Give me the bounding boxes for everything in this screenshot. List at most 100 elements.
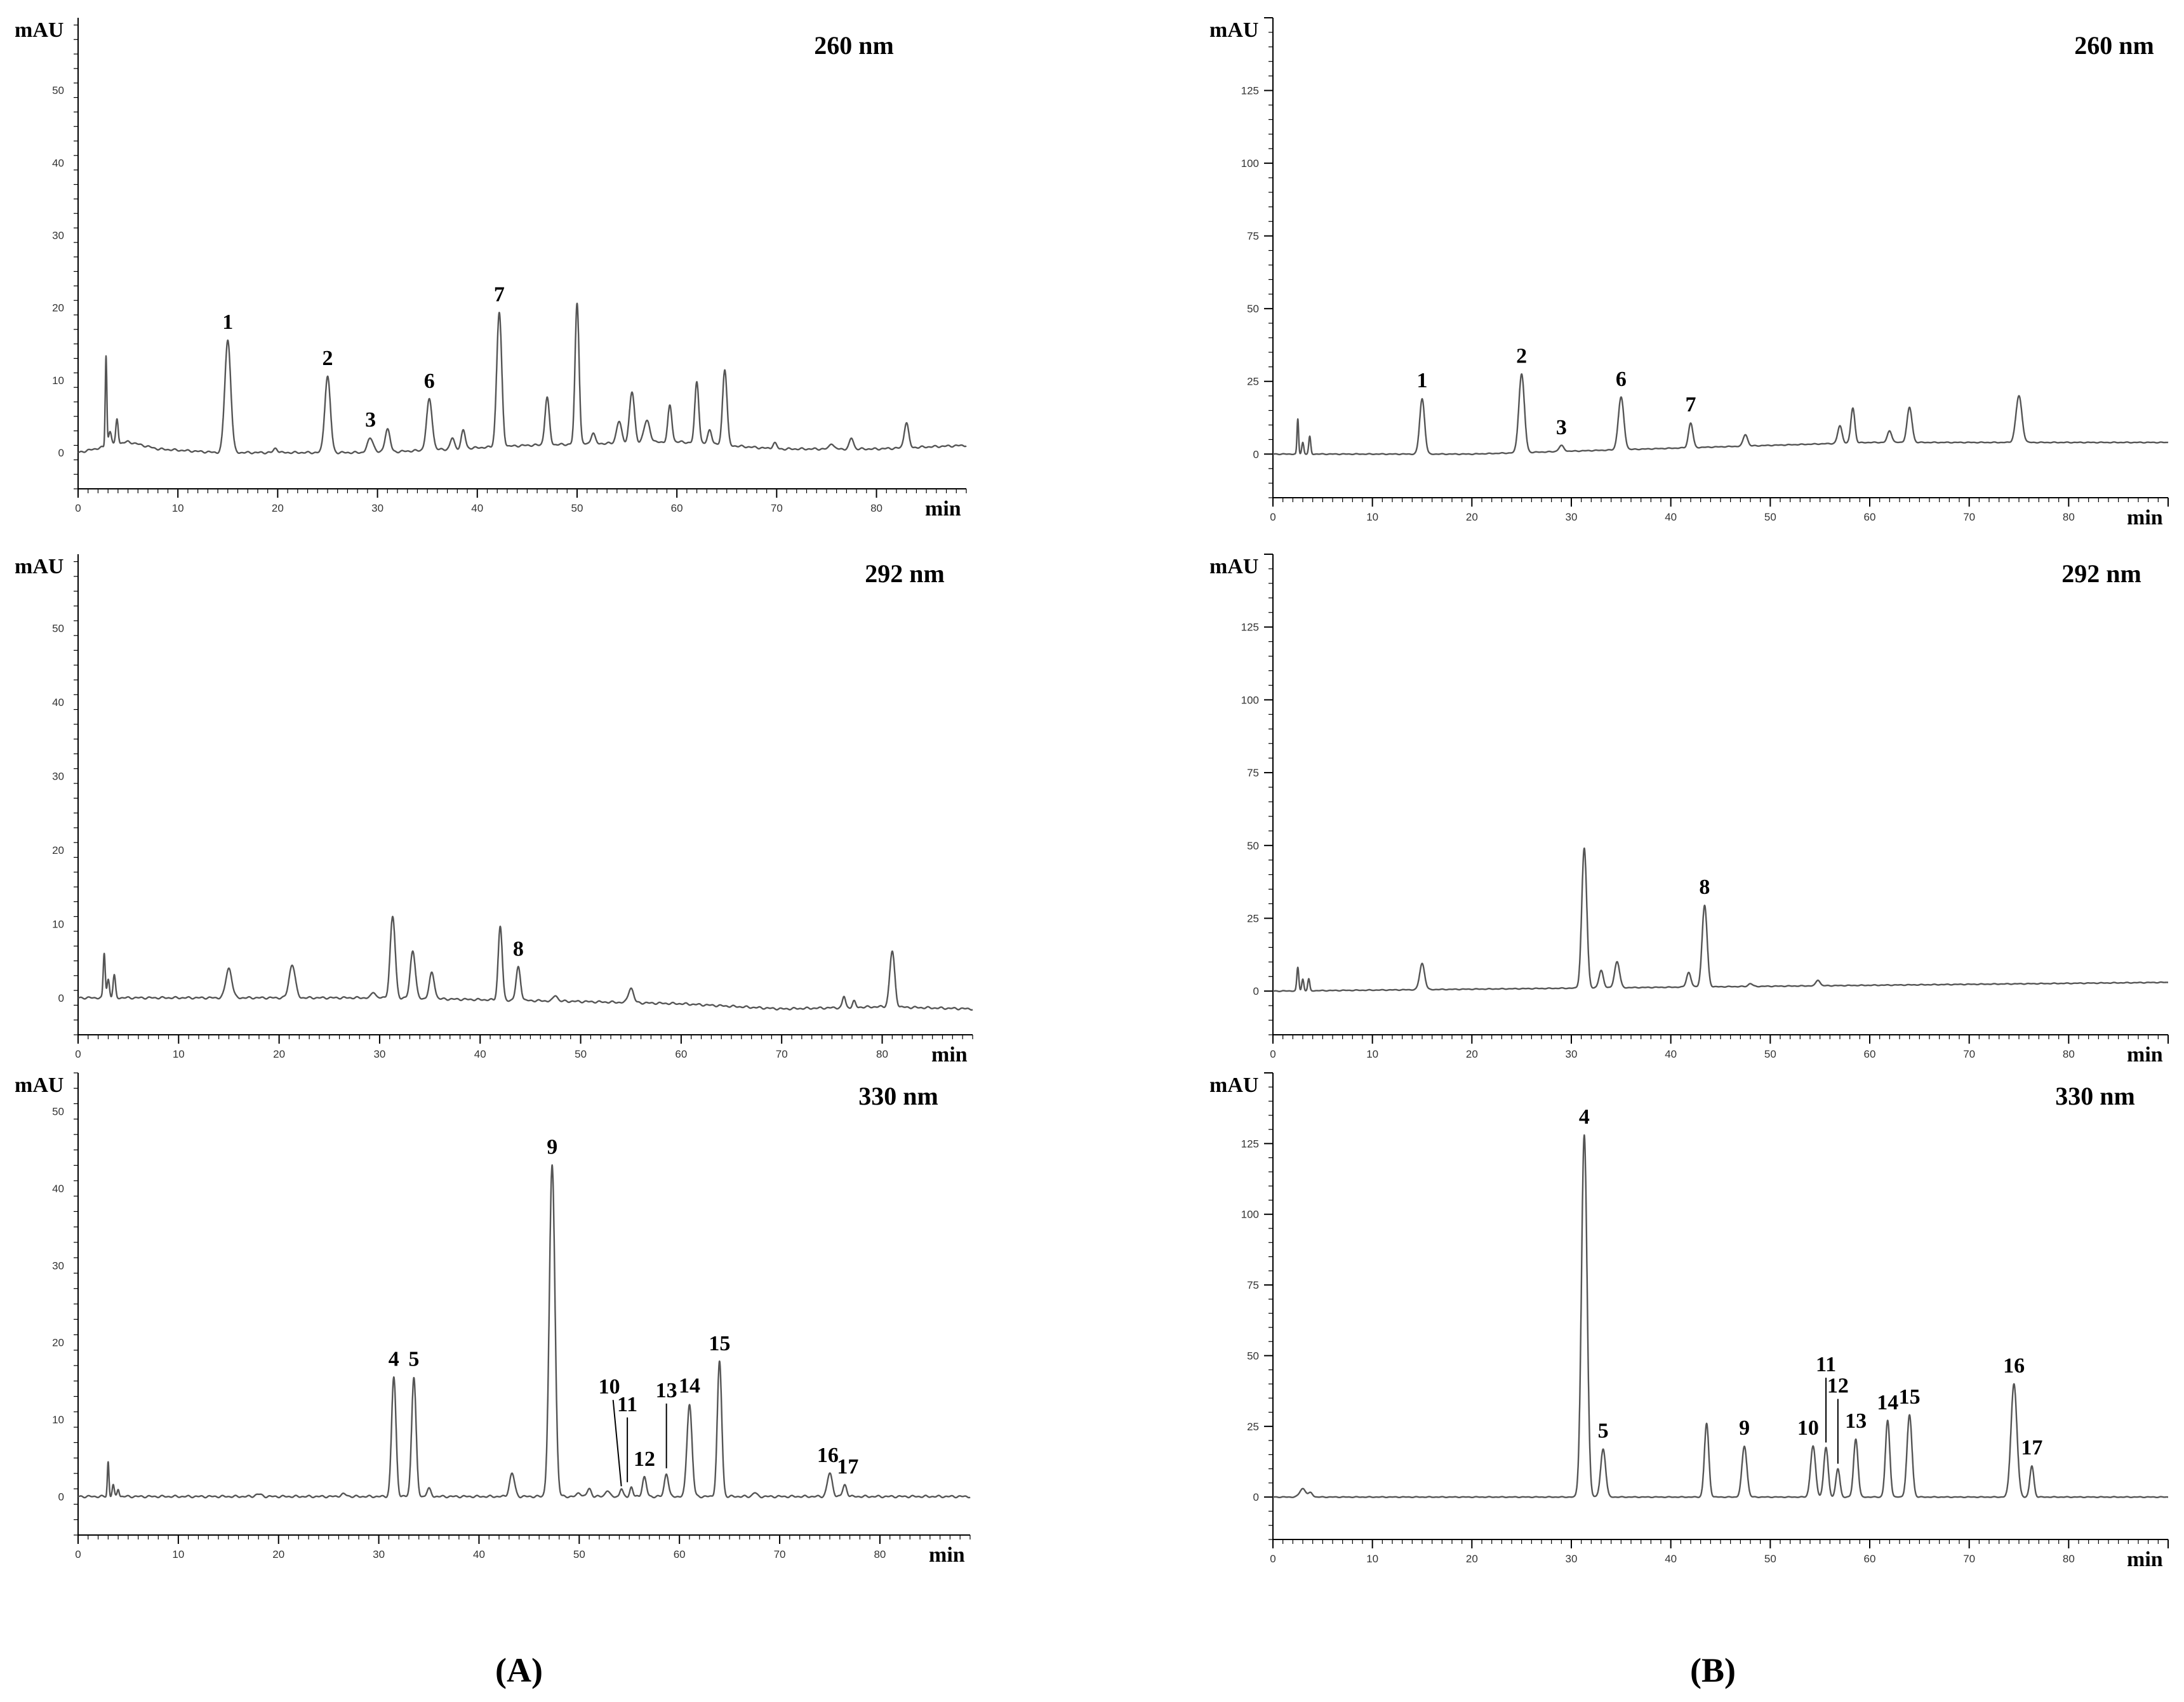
- x-tick-label: 0: [75, 1048, 81, 1060]
- peak-label-13: 13: [656, 1379, 677, 1402]
- wavelength-title: 330 nm: [858, 1082, 938, 1110]
- y-tick-label: 30: [52, 770, 64, 782]
- peak-label-12: 12: [1827, 1374, 1849, 1398]
- chromatogram-trace: [1272, 1134, 2169, 1498]
- x-axis-label: min: [931, 1043, 968, 1067]
- panel-label-a: (A): [495, 1651, 543, 1689]
- x-tick-label: 60: [1864, 1553, 1876, 1565]
- y-tick-label: 50: [1247, 1350, 1259, 1362]
- peak-label-14: 14: [679, 1374, 700, 1398]
- peak-label-5: 5: [1598, 1419, 1609, 1442]
- x-tick-label: 40: [1665, 1048, 1677, 1060]
- y-tick-label: 40: [52, 696, 64, 708]
- x-tick-label: 0: [1270, 1553, 1275, 1565]
- chromatogram-trace: [77, 1164, 971, 1499]
- y-axis-label: mAU: [1209, 1074, 1258, 1097]
- x-tick-label: 70: [776, 1048, 788, 1060]
- y-tick-label: 100: [1241, 694, 1259, 706]
- chromatogram-trace: [77, 302, 967, 455]
- peak-label-8: 8: [513, 937, 524, 961]
- peak-label-4: 4: [389, 1347, 399, 1371]
- wavelength-title: 292 nm: [865, 559, 945, 588]
- x-tick-label: 10: [1366, 1048, 1378, 1060]
- y-tick-label: 25: [1247, 376, 1259, 388]
- y-tick-label: 30: [52, 229, 64, 241]
- peak-label-4: 4: [1579, 1105, 1590, 1129]
- peak-label-17: 17: [2021, 1436, 2042, 1459]
- wavelength-title: 260 nm: [814, 31, 894, 60]
- x-tick-label: 20: [1466, 1048, 1478, 1060]
- x-tick-label: 80: [2063, 1553, 2075, 1565]
- y-tick-label: 50: [1247, 303, 1259, 315]
- chart-b-330-nm: 0 10 20 30 40 50 60 70 800255075100125mAUmin330 …: [1209, 1072, 2169, 1571]
- x-tick-label: 50: [1764, 511, 1776, 523]
- chromatogram-trace: [77, 915, 973, 1011]
- peak-label-2: 2: [1516, 344, 1527, 368]
- peak-label-7: 7: [1686, 393, 1696, 416]
- x-tick-label: 40: [473, 1548, 485, 1560]
- y-tick-label: 25: [1247, 1421, 1259, 1433]
- peak-label-16: 16: [817, 1444, 839, 1467]
- x-tick-label: 20: [272, 502, 284, 514]
- x-tick-label: 60: [674, 1548, 686, 1560]
- x-tick-label: 80: [870, 502, 882, 514]
- x-tick-label: 20: [1466, 511, 1478, 523]
- y-tick-label: 25: [1247, 912, 1259, 924]
- chromatogram-trace: [1272, 373, 2169, 456]
- peak-leader-line: [612, 1400, 622, 1487]
- x-tick-label: 0: [75, 1548, 81, 1560]
- peak-label-15: 15: [1899, 1385, 1921, 1409]
- x-tick-label: 30: [371, 502, 383, 514]
- peak-label-5: 5: [408, 1347, 419, 1371]
- y-axis-label: mAU: [1209, 18, 1258, 42]
- peak-label-10: 10: [599, 1375, 620, 1399]
- x-tick-label: 30: [1566, 1553, 1578, 1565]
- x-tick-label: 0: [1270, 511, 1275, 523]
- x-tick-label: 0: [1270, 1048, 1275, 1060]
- x-tick-label: 40: [1665, 511, 1677, 523]
- y-tick-label: 20: [52, 302, 64, 314]
- y-axis-label: mAU: [15, 18, 63, 42]
- x-tick-label: 20: [273, 1048, 285, 1060]
- x-tick-label: 30: [1566, 1048, 1578, 1060]
- x-tick-label: 10: [1366, 1553, 1378, 1565]
- peak-label-16: 16: [2003, 1354, 2025, 1378]
- x-tick-label: 70: [771, 502, 783, 514]
- x-tick-label: 50: [575, 1048, 587, 1060]
- y-tick-label: 40: [52, 157, 64, 169]
- peak-label-3: 3: [1556, 416, 1567, 439]
- y-tick-label: 125: [1241, 1138, 1259, 1150]
- x-tick-label: 80: [876, 1048, 888, 1060]
- y-tick-label: 20: [52, 844, 64, 856]
- x-tick-label: 30: [373, 1048, 385, 1060]
- y-tick-label: 75: [1247, 230, 1259, 243]
- y-tick-label: 0: [58, 992, 64, 1004]
- x-tick-label: 20: [1466, 1553, 1478, 1565]
- chromatogram-trace: [1272, 847, 2169, 992]
- peak-label-15: 15: [709, 1332, 730, 1355]
- peak-label-11: 11: [1816, 1353, 1836, 1376]
- y-tick-label: 50: [52, 1106, 64, 1118]
- x-tick-label: 30: [373, 1548, 385, 1560]
- x-tick-label: 70: [1963, 1048, 1975, 1060]
- peak-label-9: 9: [547, 1136, 557, 1159]
- peak-label-14: 14: [1877, 1391, 1898, 1414]
- x-axis-label: min: [2127, 1043, 2163, 1067]
- y-tick-label: 125: [1241, 622, 1259, 634]
- peak-label-2: 2: [322, 347, 333, 370]
- peak-label-17: 17: [837, 1455, 858, 1479]
- x-tick-label: 70: [1963, 1553, 1975, 1565]
- y-tick-label: 50: [52, 622, 64, 634]
- peak-label-13: 13: [1845, 1409, 1867, 1433]
- y-tick-label: 0: [58, 1491, 64, 1503]
- x-tick-label: 80: [2063, 1048, 2075, 1060]
- peak-label-12: 12: [634, 1447, 655, 1471]
- y-tick-label: 50: [1247, 840, 1259, 852]
- chart-a-330-nm: 0 10 20 30 40 50 60 70 80 0 10 20 30 40 50 mAU min 330 nm…: [15, 1072, 971, 1567]
- y-axis-label: mAU: [15, 1074, 63, 1097]
- chart-a-260-nm: 0 10 20 30 40 50 60 70 80 0 10 20 30 40 50 mAU min 260 nm…: [15, 18, 967, 521]
- x-tick-label: 60: [671, 502, 683, 514]
- y-tick-label: 30: [52, 1260, 64, 1272]
- peak-label-1: 1: [222, 310, 233, 334]
